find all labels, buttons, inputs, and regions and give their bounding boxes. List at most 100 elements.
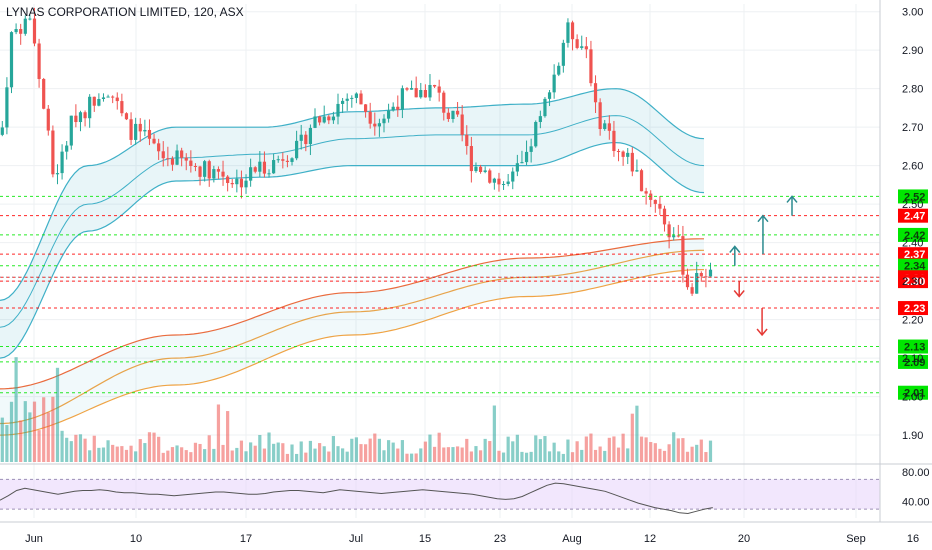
candle-body [708, 269, 713, 277]
volume-bar [60, 430, 64, 462]
level-label: 2.09 [904, 357, 925, 369]
volume-bar [239, 440, 244, 462]
candle-body [281, 159, 285, 161]
candle-body [198, 166, 202, 177]
candle-body [644, 191, 648, 194]
level-tag [898, 258, 928, 273]
candle-body [409, 88, 414, 90]
candle-body [635, 170, 639, 172]
candle-body [175, 150, 179, 165]
candle-body [488, 170, 492, 183]
level-label: 2.30 [904, 276, 925, 288]
candle-body [0, 127, 4, 135]
volume-bar [134, 451, 138, 462]
candle-body [267, 173, 271, 175]
volume-bar [405, 453, 409, 462]
candle-body [621, 151, 625, 157]
y-tick-label: 2.80 [902, 84, 923, 96]
candle-body [184, 157, 188, 161]
volume-bar [230, 450, 234, 462]
volume-bar [267, 432, 271, 462]
volume-bar [106, 440, 110, 462]
candle-body [432, 84, 437, 87]
candle-body [170, 158, 175, 165]
y-tick-label: 2.50 [902, 199, 923, 211]
volume-bar [501, 452, 506, 462]
volume-bar [111, 444, 115, 462]
candle-body [566, 22, 570, 43]
volume-bar [147, 432, 152, 462]
candle-body [685, 274, 690, 288]
candle-body [460, 114, 464, 135]
volume-bar [649, 442, 653, 462]
candle-body [593, 83, 598, 103]
volume-bar [653, 443, 657, 462]
candle-body [653, 199, 657, 204]
volume-bar [331, 436, 336, 462]
volume-bar [511, 441, 515, 462]
volume-bar [455, 446, 460, 462]
candle-body [42, 78, 46, 109]
volume-bar [506, 436, 510, 462]
candle-body [14, 29, 18, 33]
arrow-down [733, 281, 745, 298]
x-tick-label: 20 [738, 533, 750, 545]
candle-body [212, 169, 216, 179]
candle-body [285, 160, 290, 162]
level-tag [898, 339, 928, 354]
candle-body [451, 110, 455, 120]
rsi-tick-label: 40.00 [902, 497, 930, 509]
volume-bar [14, 357, 18, 462]
candle-body [37, 43, 41, 79]
candle-body [589, 49, 593, 84]
candle-body [134, 123, 138, 140]
x-tick-label: 12 [644, 533, 656, 545]
x-tick-label: 10 [130, 533, 142, 545]
moving-average-line-1 [0, 249, 705, 425]
volume-bar [290, 444, 294, 462]
candle-body [290, 158, 294, 162]
volume-bar [699, 439, 703, 462]
volume-bar [681, 438, 685, 462]
arrow-head [786, 195, 798, 203]
volume-bar [672, 432, 676, 462]
candle-body [386, 110, 391, 119]
candle-body [529, 146, 533, 152]
volume-bar [520, 451, 524, 462]
level-tag [898, 354, 928, 369]
candle-body [570, 22, 575, 40]
arrow-up [757, 214, 769, 255]
volume-bar [198, 443, 202, 462]
candle-body [695, 272, 699, 294]
volume-bar [465, 438, 469, 462]
volume-bar [327, 451, 331, 462]
band-upper-line [0, 88, 705, 301]
candle-body [230, 183, 234, 185]
candle-body [272, 160, 276, 174]
volume-bar [28, 412, 32, 462]
volume-bar [124, 449, 129, 462]
candle-body [97, 98, 101, 106]
volume-bar [552, 442, 556, 462]
volume-bar [626, 448, 630, 462]
candle-body [400, 88, 404, 110]
volume-bar [460, 447, 464, 462]
volume-bar [529, 451, 533, 462]
level-label: 2.23 [904, 303, 925, 315]
candle-body [138, 123, 142, 132]
candle-body [662, 208, 667, 225]
candle-body [124, 113, 129, 120]
volume-bar [644, 437, 648, 462]
moving-average-line-0 [0, 238, 704, 390]
candle-body [157, 143, 161, 152]
candle-body [492, 178, 496, 183]
candle-body [465, 134, 469, 147]
volume-bar [88, 450, 92, 462]
volume-bar [446, 447, 450, 462]
y-tick-label: 3.00 [902, 7, 923, 19]
candle-body [474, 166, 478, 172]
volume-bar [74, 434, 78, 462]
candle-body [672, 235, 676, 238]
